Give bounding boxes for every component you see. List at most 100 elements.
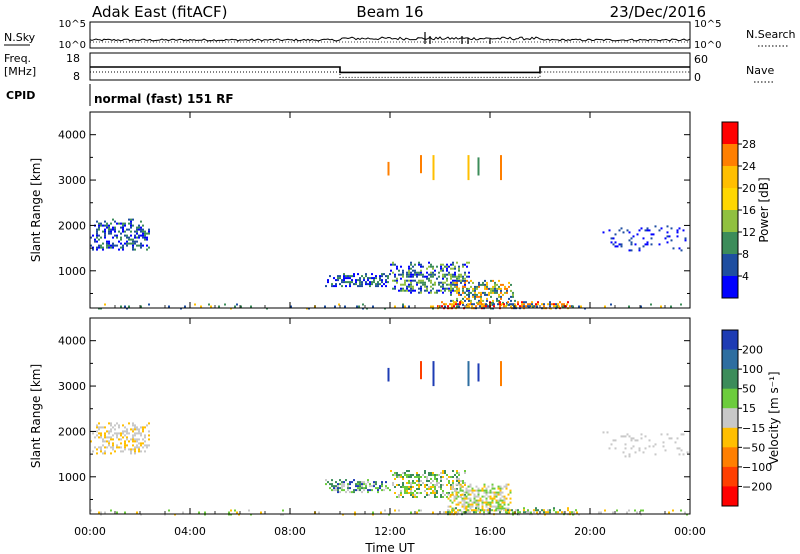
range-cell xyxy=(446,474,448,476)
power-colorbar-label: Power [dB] xyxy=(757,177,771,242)
range-cell xyxy=(136,438,138,441)
range-cell xyxy=(485,303,487,306)
range-cell xyxy=(475,503,478,506)
range-cell xyxy=(424,490,426,492)
range-cell xyxy=(458,480,460,482)
range-cell xyxy=(450,285,452,288)
range-cell xyxy=(333,487,335,490)
range-cell xyxy=(505,305,507,308)
range-cell xyxy=(501,303,503,306)
range-cell xyxy=(98,436,100,439)
range-cell xyxy=(363,279,365,282)
range-cell xyxy=(464,279,466,282)
range-cell xyxy=(138,234,140,237)
range-cell xyxy=(355,279,357,282)
range-cell xyxy=(140,226,142,229)
range-cell xyxy=(444,289,446,292)
range-cell xyxy=(428,291,430,294)
range-cell xyxy=(682,453,685,456)
range-cell xyxy=(194,303,196,306)
range-cell xyxy=(424,486,426,488)
range-cell xyxy=(461,497,464,500)
range-cell xyxy=(331,485,333,488)
range-cell xyxy=(455,491,458,494)
colorbar-block xyxy=(722,188,738,211)
range-cell xyxy=(547,511,549,514)
range-cell xyxy=(361,485,363,488)
range-cell xyxy=(454,279,456,282)
range-cell xyxy=(464,263,466,266)
range-cell xyxy=(510,305,512,308)
range-cell xyxy=(634,451,637,454)
range-cell xyxy=(394,263,396,266)
range-cell xyxy=(228,511,230,514)
range-cell xyxy=(434,476,436,478)
range-cell xyxy=(509,497,512,500)
range-cell xyxy=(369,277,371,280)
range-cell xyxy=(347,483,349,486)
freq-unit: [MHz] xyxy=(4,65,36,78)
range-cell xyxy=(547,303,549,306)
range-cell xyxy=(486,297,488,300)
range-cell xyxy=(392,484,394,486)
colorbar-block xyxy=(722,122,738,145)
range-cell xyxy=(98,511,100,514)
range-cell xyxy=(349,277,351,280)
range-cell xyxy=(394,279,396,282)
nsky-strip: N.Sky 10^5 10^0 10^5 10^0 N.Search xyxy=(4,19,796,51)
range-cell xyxy=(499,485,502,488)
range-cell xyxy=(114,424,116,427)
range-cell xyxy=(394,486,396,488)
range-cell xyxy=(495,491,498,494)
range-cell xyxy=(424,476,426,478)
range-cell xyxy=(110,422,112,425)
range-cell xyxy=(410,267,412,270)
range-cell xyxy=(442,283,444,286)
range-cell xyxy=(472,295,474,298)
range-cell xyxy=(361,281,363,284)
range-cell xyxy=(132,246,134,249)
range-cell xyxy=(339,491,341,494)
range-cell xyxy=(451,511,453,514)
range-cell xyxy=(644,435,647,438)
range-cell xyxy=(98,224,100,227)
range-cell xyxy=(112,446,114,449)
range-cell xyxy=(624,435,627,438)
range-cell xyxy=(126,242,128,245)
time-tick-label: 16:00 xyxy=(474,525,506,538)
range-cell xyxy=(438,275,440,278)
range-cell xyxy=(450,287,452,290)
range-cell xyxy=(410,263,412,266)
colorbar-block xyxy=(722,388,738,409)
range-cell xyxy=(96,220,98,223)
range-cell xyxy=(432,484,434,486)
range-cell xyxy=(343,273,345,276)
range-cell xyxy=(478,295,480,298)
range-cell xyxy=(343,275,345,278)
range-cell xyxy=(387,281,389,284)
range-cell xyxy=(144,234,146,237)
range-cell xyxy=(120,446,122,449)
range-cell xyxy=(684,237,687,240)
range-cell xyxy=(471,489,474,492)
range-cell xyxy=(148,438,150,441)
range-cell xyxy=(464,472,466,474)
range-cell xyxy=(365,485,367,488)
range-cell xyxy=(455,483,458,486)
range-cell xyxy=(132,240,134,243)
range-cell xyxy=(410,279,412,282)
range-cell xyxy=(521,303,523,306)
freq-strip: Freq. [MHz] 18 8 60 0 Nave xyxy=(4,52,774,84)
range-cell xyxy=(488,291,490,294)
range-cell xyxy=(499,505,502,508)
range-cell xyxy=(422,279,424,282)
range-cell xyxy=(375,487,377,490)
range-cell xyxy=(398,474,400,476)
range-cell xyxy=(628,435,631,438)
range-cell xyxy=(446,277,448,280)
range-cell xyxy=(132,422,134,425)
range-cell xyxy=(442,476,444,478)
range-cell xyxy=(392,482,394,484)
range-cell xyxy=(418,482,420,484)
range-cell xyxy=(359,285,361,288)
